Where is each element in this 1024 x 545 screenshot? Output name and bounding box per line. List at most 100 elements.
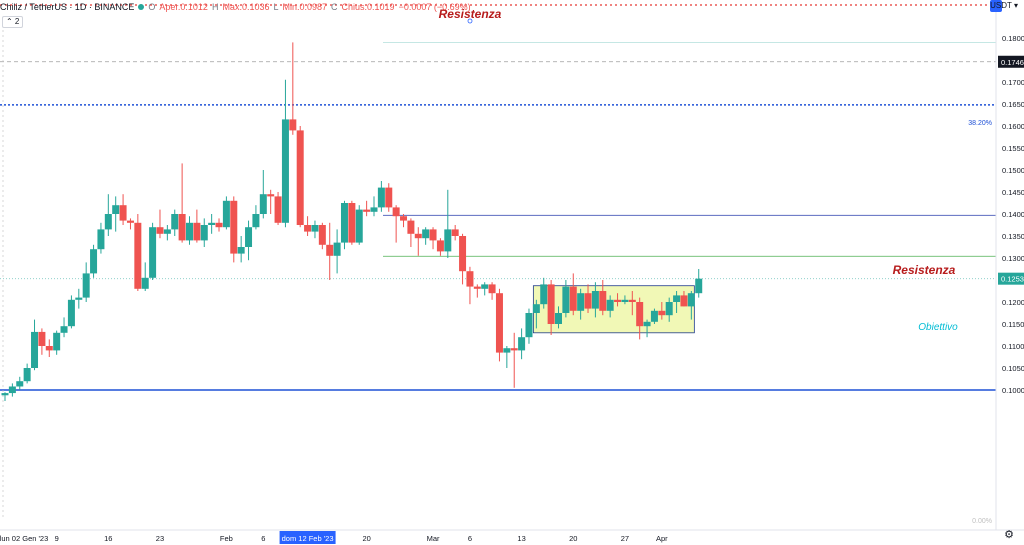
price-tick-label: 0.1100	[1002, 342, 1024, 351]
time-tick-label: 23	[156, 534, 164, 543]
candle-up	[518, 337, 526, 351]
time-tick-label: 20	[569, 534, 577, 543]
price-tick-label: 0.1200	[1002, 298, 1024, 307]
candle-down	[230, 200, 238, 254]
candle-up	[555, 313, 562, 324]
currency-selector[interactable]: USDT ▾	[990, 1, 1018, 10]
candle-up	[577, 293, 585, 311]
time-tick-label: Feb	[220, 534, 233, 543]
gear-icon[interactable]: ⚙	[1004, 529, 1014, 541]
candle-up	[540, 284, 548, 305]
candle-up	[171, 214, 179, 230]
candle-down	[436, 240, 444, 252]
candle-up	[237, 247, 245, 254]
high-value: Max.0.1036	[222, 2, 270, 12]
fib-382-label: 38.20%	[968, 120, 992, 127]
low-value: Min.0.0987	[282, 2, 328, 12]
candle-up	[377, 187, 385, 208]
symbol-name[interactable]: Chiliz / TetherUS · 1D · BINANCE	[0, 2, 135, 12]
candle-down	[495, 293, 503, 353]
candle-up	[525, 313, 533, 338]
candle-up	[31, 331, 39, 368]
candle-up	[562, 286, 570, 313]
market-status-icon	[138, 4, 145, 10]
candle-up	[53, 332, 61, 351]
time-tick-label: 27	[621, 534, 629, 543]
candle-up	[673, 295, 681, 302]
candle-up	[665, 302, 673, 316]
price-tick-label: 0.1300	[1002, 254, 1024, 263]
candle-down	[547, 284, 555, 324]
candle-down	[289, 119, 297, 131]
candle-up	[222, 200, 230, 228]
candle-up	[259, 194, 267, 214]
candle-up	[97, 229, 105, 250]
candle-down	[296, 130, 304, 225]
price-tick-label: 0.1700	[1002, 78, 1024, 87]
candle-down	[274, 196, 282, 223]
high-label: H	[211, 2, 219, 12]
candle-down	[348, 203, 356, 243]
anchor-handle-icon	[467, 18, 473, 24]
candle-up	[281, 119, 289, 223]
candle-up	[340, 203, 348, 243]
candle-down	[156, 227, 164, 234]
price-tick-label: 0.1000	[1002, 386, 1024, 395]
candle-up	[444, 229, 452, 252]
time-tick-label: Mar	[427, 534, 440, 543]
price-tick-label: 0.1350	[1002, 232, 1024, 241]
candle-down	[193, 222, 201, 241]
candle-up	[532, 304, 540, 313]
candle-down	[451, 229, 459, 236]
candle-down	[488, 284, 496, 294]
low-label: L	[273, 2, 279, 12]
candle-up	[481, 284, 489, 289]
candle-up	[112, 205, 120, 214]
candle-up	[163, 229, 171, 234]
candle-down	[134, 222, 142, 289]
candle-up	[606, 299, 614, 311]
last-price-label: 0.1253	[1001, 275, 1024, 284]
auto-scale-button[interactable]	[990, 0, 1002, 12]
candle-down	[658, 310, 666, 316]
candle-down	[614, 299, 622, 302]
price-tick-label: 0.1400	[1002, 210, 1024, 219]
open-label: O	[148, 2, 156, 12]
candle-up	[621, 299, 629, 302]
price-tick-label: 0.1800	[1002, 34, 1024, 43]
collapse-indicators-button[interactable]: ⌃ 2	[2, 16, 24, 28]
target-label: Obiettivo	[918, 322, 958, 333]
price-tick-label: 0.1600	[1002, 122, 1024, 131]
candle-down	[178, 214, 186, 241]
candle-up	[687, 293, 695, 307]
time-tick-label: dom 12 Feb '23	[282, 534, 334, 543]
time-tick-label: 6	[468, 534, 472, 543]
candle-down	[318, 225, 326, 245]
time-tick-label: 16	[104, 534, 112, 543]
candle-up	[200, 225, 208, 241]
candle-down	[569, 286, 577, 311]
change-value: −0.0007 (−0.69%)	[398, 2, 471, 12]
candle-up	[503, 348, 511, 353]
candle-up	[60, 326, 68, 333]
candle-up	[643, 321, 651, 327]
candle-down	[466, 271, 474, 287]
candle-down	[429, 229, 437, 241]
candle-down	[636, 302, 644, 327]
candle-up	[16, 381, 24, 387]
candle-up	[252, 214, 260, 228]
candle-up	[186, 222, 193, 241]
resistance-top-label: Resistenza	[439, 7, 502, 21]
candle-up	[591, 291, 599, 309]
price-tick-label: 0.1050	[1002, 364, 1024, 373]
candle-down	[473, 286, 481, 289]
close-label: C	[331, 2, 338, 12]
candle-down	[628, 299, 636, 302]
candle-up	[333, 242, 341, 256]
candle-down	[680, 295, 688, 307]
candle-up	[67, 299, 75, 327]
candle-up	[8, 386, 16, 394]
candle-down	[510, 348, 518, 351]
time-tick-label: 9	[55, 534, 59, 543]
